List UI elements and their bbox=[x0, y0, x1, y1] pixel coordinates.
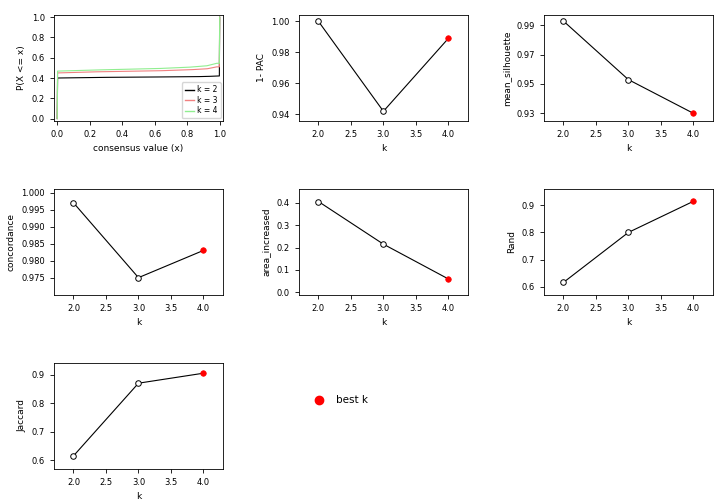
X-axis label: k: k bbox=[381, 144, 386, 153]
Y-axis label: P(X <= x): P(X <= x) bbox=[17, 45, 26, 90]
Y-axis label: area_increased: area_increased bbox=[262, 208, 271, 276]
X-axis label: k: k bbox=[626, 318, 631, 327]
Y-axis label: Jaccard: Jaccard bbox=[17, 400, 26, 432]
Y-axis label: 1- PAC: 1- PAC bbox=[257, 53, 266, 82]
X-axis label: k: k bbox=[381, 318, 386, 327]
X-axis label: k: k bbox=[136, 318, 141, 327]
X-axis label: k: k bbox=[136, 492, 141, 501]
Y-axis label: Rand: Rand bbox=[507, 230, 516, 254]
X-axis label: consensus value (x): consensus value (x) bbox=[94, 144, 184, 153]
Legend: k = 2, k = 3, k = 4: k = 2, k = 3, k = 4 bbox=[181, 82, 220, 118]
X-axis label: k: k bbox=[626, 144, 631, 153]
Text: best k: best k bbox=[336, 395, 368, 405]
Y-axis label: mean_silhouette: mean_silhouette bbox=[502, 30, 510, 106]
Y-axis label: concordance: concordance bbox=[6, 213, 16, 271]
